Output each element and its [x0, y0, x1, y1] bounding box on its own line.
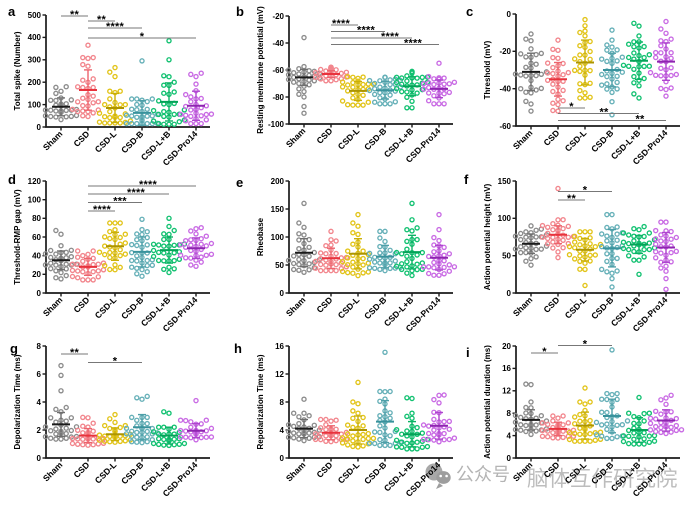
svg-text:50: 50: [275, 261, 284, 270]
svg-text:80: 80: [32, 214, 41, 223]
svg-text:**: **: [567, 193, 576, 205]
svg-text:*: *: [113, 356, 118, 368]
svg-text:Threshold-RMP gap (mV): Threshold-RMP gap (mV): [13, 189, 22, 285]
svg-text:i: i: [466, 345, 470, 360]
svg-text:16: 16: [275, 342, 284, 351]
svg-text:-40: -40: [499, 85, 511, 94]
svg-text:Action potential duration (ms): Action potential duration (ms): [483, 345, 492, 459]
svg-text:Repolarization Time (ms): Repolarization Time (ms): [256, 354, 265, 449]
svg-text:0: 0: [37, 123, 42, 132]
svg-text:Resting membrane potential (mV: Resting membrane potential (mV): [256, 6, 265, 134]
svg-text:8: 8: [37, 342, 42, 351]
svg-text:Depolarization Time (ms): Depolarization Time (ms): [13, 354, 22, 449]
svg-text:4: 4: [507, 431, 512, 440]
svg-text:脑体互作研究院: 脑体互作研究院: [527, 467, 678, 491]
svg-text:*: *: [140, 31, 145, 43]
svg-text:60: 60: [32, 233, 41, 242]
svg-text:****: ****: [106, 21, 124, 33]
svg-text:200: 200: [271, 177, 285, 186]
svg-text:16: 16: [502, 364, 511, 373]
svg-text:150: 150: [498, 177, 512, 186]
svg-text:12: 12: [502, 387, 511, 396]
svg-text:-40: -40: [272, 39, 284, 48]
svg-text:****: ****: [332, 18, 350, 30]
svg-text:g: g: [10, 341, 18, 356]
svg-text:Threshold (mV): Threshold (mV): [483, 40, 492, 99]
svg-text:**: **: [70, 9, 79, 21]
svg-text:*: *: [583, 339, 588, 351]
svg-text:500: 500: [28, 11, 42, 20]
svg-text:Rheobase: Rheobase: [256, 217, 265, 256]
svg-text:****: ****: [404, 38, 422, 50]
svg-text:f: f: [464, 172, 469, 187]
svg-text:2: 2: [37, 426, 42, 435]
svg-text:0: 0: [37, 454, 42, 463]
svg-text:6: 6: [37, 370, 42, 379]
svg-text:**: **: [97, 14, 106, 26]
svg-text:*: *: [569, 101, 574, 113]
svg-text:100: 100: [28, 100, 42, 109]
svg-text:0: 0: [37, 289, 42, 298]
svg-text:0: 0: [280, 454, 285, 463]
svg-text:0: 0: [507, 454, 512, 463]
svg-text:8: 8: [507, 409, 512, 418]
svg-text:a: a: [8, 4, 16, 19]
svg-text:150: 150: [271, 205, 285, 214]
svg-text:40: 40: [32, 252, 41, 261]
svg-text:***: ***: [113, 196, 127, 208]
svg-text:20: 20: [32, 270, 41, 279]
svg-text:-60: -60: [499, 122, 511, 131]
svg-text:d: d: [8, 172, 16, 187]
svg-text:e: e: [236, 175, 243, 190]
svg-text:100: 100: [271, 233, 285, 242]
svg-text:200: 200: [28, 78, 42, 87]
svg-text:*: *: [583, 185, 588, 197]
svg-text:c: c: [466, 4, 473, 19]
svg-text:-20: -20: [272, 12, 284, 21]
svg-text:0: 0: [507, 289, 512, 298]
svg-text:0: 0: [507, 10, 512, 19]
svg-text:****: ****: [93, 204, 111, 216]
svg-text:公众号: 公众号: [456, 465, 510, 485]
svg-text:Action potential height (mV): Action potential height (mV): [483, 183, 492, 290]
svg-text:50: 50: [502, 252, 511, 261]
svg-text:20: 20: [502, 342, 511, 351]
svg-text:100: 100: [498, 214, 512, 223]
svg-text:8: 8: [280, 398, 285, 407]
svg-text:-60: -60: [272, 66, 284, 75]
svg-text:Total spike (Number): Total spike (Number): [13, 31, 22, 110]
svg-text:*: *: [542, 346, 547, 358]
svg-text:4: 4: [280, 426, 285, 435]
svg-text:4: 4: [37, 398, 42, 407]
svg-text:**: **: [600, 107, 609, 119]
svg-text:****: ****: [139, 179, 157, 191]
svg-text:100: 100: [28, 196, 42, 205]
svg-text:-20: -20: [499, 47, 511, 56]
svg-text:b: b: [236, 4, 244, 19]
svg-text:**: **: [636, 114, 645, 126]
svg-text:****: ****: [357, 25, 375, 37]
svg-text:300: 300: [28, 56, 42, 65]
svg-text:120: 120: [28, 177, 42, 186]
svg-text:0: 0: [280, 289, 285, 298]
svg-text:****: ****: [127, 187, 145, 199]
svg-text:****: ****: [381, 31, 399, 43]
svg-text:**: **: [70, 347, 79, 359]
svg-text:400: 400: [28, 33, 42, 42]
svg-text:-80: -80: [272, 93, 284, 102]
svg-text:h: h: [234, 341, 242, 356]
svg-text:-100: -100: [268, 120, 285, 129]
svg-text:12: 12: [275, 370, 284, 379]
